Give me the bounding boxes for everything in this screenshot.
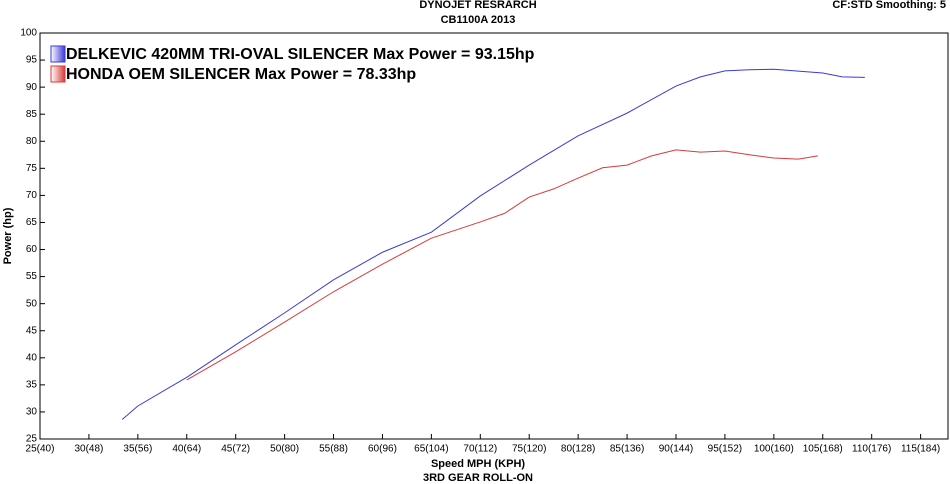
y-axis-label: Power (hp) (2, 207, 14, 264)
x-tick-label: 55(88) (319, 444, 348, 455)
legend-swatch (50, 45, 66, 63)
x-tick-label: 105(168) (803, 444, 843, 455)
x-tick-label: 45(72) (221, 444, 250, 455)
x-tick-label: 90(144) (659, 444, 693, 455)
power-line (186, 149, 818, 381)
y-tick-label: 45 (26, 325, 38, 336)
x-tick-label: 40(64) (172, 444, 201, 455)
x-tick-label: 70(112) (463, 444, 497, 455)
chart-subtitle: CB1100A 2013 (441, 14, 516, 26)
y-tick-label: 70 (26, 190, 38, 201)
y-tick-label: 95 (26, 55, 38, 66)
y-tick-label: 25 (26, 434, 38, 445)
plot-frame (39, 32, 949, 440)
legend-swatch (50, 65, 66, 83)
x-axis-label-2: 3RD GEAR ROLL-ON (423, 472, 533, 484)
x-tick-label: 50(80) (270, 444, 299, 455)
y-tick-label: 80 (26, 136, 38, 147)
y-tick-label: 60 (26, 244, 38, 255)
corner-note: CF:STD Smoothing: 5 (832, 0, 946, 11)
y-tick-label: 100 (20, 28, 37, 39)
y-tick-label: 50 (26, 298, 38, 309)
y-tick-label: 55 (26, 271, 38, 282)
x-tick-label: 85(136) (610, 444, 644, 455)
chart-title: DYNOJET RESRARCH (419, 0, 536, 11)
x-axis-label: Speed MPH (KPH) (431, 458, 525, 470)
y-tick-label: 90 (26, 82, 38, 93)
power-line (121, 68, 865, 420)
y-tick-label: 75 (26, 163, 38, 174)
x-tick-label: 80(128) (561, 444, 595, 455)
y-tick-label: 40 (26, 352, 38, 363)
legend-label: HONDA OEM SILENCER Max Power = 78.33hp (66, 66, 416, 83)
y-tick-label: 85 (26, 109, 38, 120)
x-tick-label: 110(176) (852, 444, 891, 455)
x-tick-label: 115(184) (901, 444, 940, 455)
x-tick-label: 30(48) (74, 444, 103, 455)
y-tick-label: 30 (26, 407, 38, 418)
x-tick-label: 25(40) (26, 444, 55, 455)
legend-label: DELKEVIC 420MM TRI-OVAL SILENCER Max Pow… (66, 46, 535, 63)
x-tick-label: 35(56) (123, 444, 152, 455)
x-tick-label: 60(96) (368, 444, 397, 455)
y-tick-label: 65 (26, 217, 38, 228)
y-tick-label: 35 (26, 380, 38, 391)
x-tick-label: 100(160) (754, 444, 794, 455)
x-tick-label: 75(120) (512, 444, 546, 455)
x-tick-label: 65(104) (414, 444, 448, 455)
x-tick-label: 95(152) (708, 444, 742, 455)
